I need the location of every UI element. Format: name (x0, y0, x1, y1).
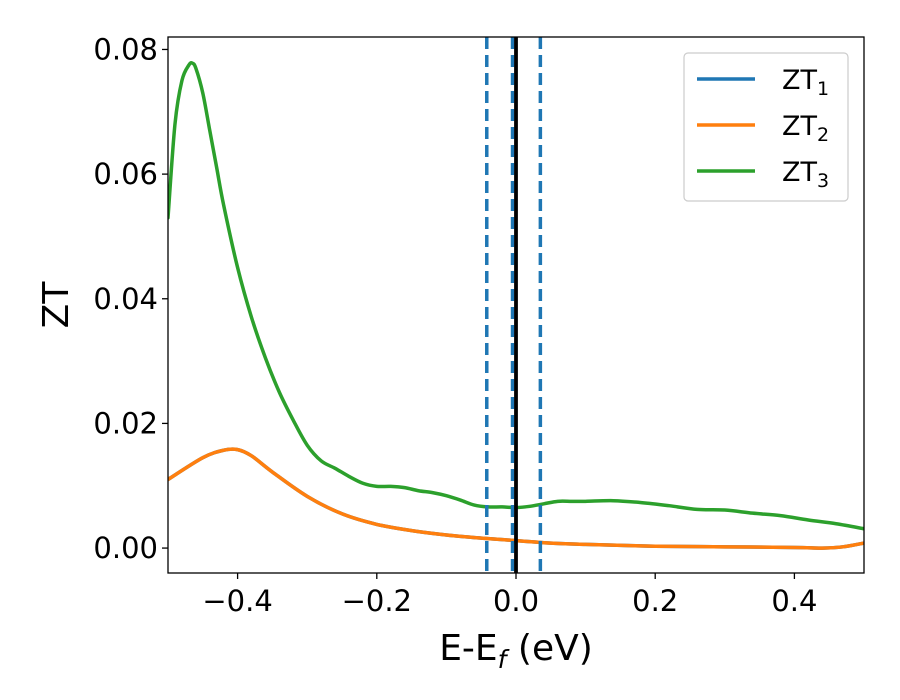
y-axis: 0.00 0.02 0.04 0.06 0.08 (93, 32, 168, 565)
x-tick-label: 0.4 (771, 584, 817, 618)
y-tick-label: 0.06 (93, 157, 158, 191)
legend-box (683, 52, 849, 202)
x-axis: −0.4 −0.2 0.0 0.2 0.4 (202, 573, 817, 618)
y-tick-label: 0.04 (93, 282, 158, 316)
legend-label-zt2: ZT2 (782, 111, 829, 146)
y-axis-label: ZT (36, 281, 77, 329)
x-tick-label: 0.0 (493, 584, 539, 618)
series-line-zt2 (168, 447, 864, 550)
series-layer (168, 61, 864, 550)
legend-label-zt1: ZT1 (782, 65, 829, 100)
y-tick-label: 0.02 (93, 406, 158, 440)
x-axis-label: E-Ef (eV) (439, 628, 593, 674)
vline-layer (485, 37, 543, 573)
legend: ZT1 ZT2 ZT3 (683, 52, 849, 202)
x-tick-label: 0.2 (632, 584, 678, 618)
legend-label-zt3: ZT3 (782, 157, 829, 192)
x-tick-label: −0.2 (342, 584, 412, 618)
series-line-zt3 (168, 61, 864, 531)
y-tick-label: 0.00 (93, 531, 158, 565)
x-tick-label: −0.4 (202, 584, 272, 618)
y-tick-label: 0.08 (93, 32, 158, 66)
